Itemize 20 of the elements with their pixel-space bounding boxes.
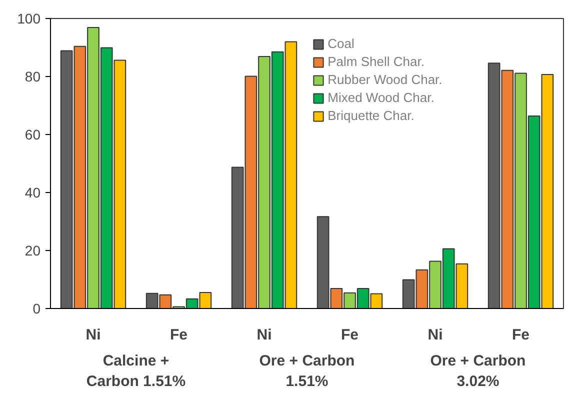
legend-label: Palm Shell Char.	[328, 54, 424, 69]
legend-label: Coal	[328, 36, 354, 51]
text: Ore + Carbon 3.02%	[430, 352, 526, 390]
y-tick-label: 20	[24, 242, 41, 258]
x-tick-label: Fe	[341, 326, 359, 344]
y-tick-label: 100	[17, 10, 41, 26]
text: Ore + Carbon 1.51%	[259, 352, 355, 390]
x-tick-label: Fe	[170, 326, 188, 344]
legend-label: Rubber Wood Char.	[328, 72, 442, 87]
x-tick-label: Fe	[512, 326, 530, 344]
y-tick-label: 0	[32, 300, 41, 316]
x-tick-label: Ni	[256, 326, 272, 344]
text: Calcine + Carbon 1.51%	[86, 352, 186, 390]
x-tick-label: Ni	[428, 326, 443, 344]
y-tick-label: 60	[24, 126, 41, 142]
legend-label: Briquette Char.	[328, 108, 414, 123]
legend-label: Mixed Wood Char.	[328, 90, 434, 105]
y-tick-label: 80	[24, 68, 41, 84]
x-tick-label: Ni	[86, 326, 101, 344]
y-tick-label: 40	[24, 184, 41, 200]
